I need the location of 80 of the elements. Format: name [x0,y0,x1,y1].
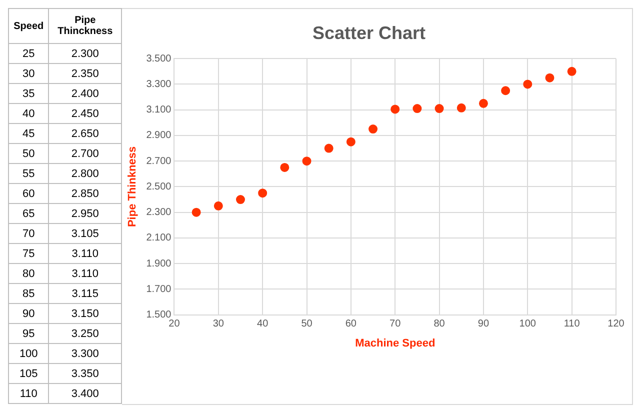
y-tick-label: 2.900 [146,130,172,142]
x-tick-label: 90 [478,318,490,330]
point [324,144,334,153]
x-tick-label: 120 [608,318,625,330]
point [302,156,312,166]
point [214,201,223,210]
y-tick-label: 55 [8,164,49,184]
data-label: 3.105 [48,224,122,244]
y-tick-label: 80 [8,264,49,284]
point [545,73,554,82]
y-axis-title: Speed [8,8,49,44]
data-label: 2.450 [48,104,122,124]
chart-title: Scatter Chart [312,22,426,43]
point [501,86,510,96]
y-tick-label: 3.500 [146,53,172,64]
point [412,104,422,114]
data-label: 3.110 [48,264,122,284]
x-tick-label: 110 [564,318,580,330]
y-tick-label: 2.500 [146,181,172,192]
x-tick-label: 40 [257,318,269,330]
point [434,104,444,114]
data-label: 3.115 [48,284,122,304]
x-tick-label: Pipe Thinckness [48,8,122,44]
point [523,80,532,89]
data-label: 2.850 [48,184,122,204]
data-label: 2.700 [48,144,122,164]
point [258,188,268,198]
y-tick-label: 1.900 [146,258,172,270]
y-tick-label: 105 [8,364,49,384]
x-tick-label: 60 [345,318,357,330]
data-label: 2.800 [48,164,122,184]
x-tick-label: 20 [168,318,180,330]
data-label: 3.300 [48,344,122,364]
x-tick-label: 70 [390,318,402,330]
x-axis-title: Machine Speed [355,337,436,350]
data-label: 2.400 [48,84,122,104]
y-tick-label: 50 [8,144,49,164]
data-label: 3.250 [48,324,122,344]
y-tick-label: 30 [8,64,49,84]
y-tick-label: 65 [8,204,49,224]
y-tick-label: 45 [8,124,49,144]
point [456,103,466,112]
data-label: 3.350 [48,364,122,384]
y-tick-label: 3.300 [146,78,172,90]
point [368,124,378,134]
y-tick-label: 40 [8,104,49,124]
y-tick-label: 3.100 [146,104,172,116]
y-tick-label: 1.700 [146,284,172,295]
y-tick-label: 35 [8,84,49,104]
point [192,208,201,217]
y-tick-label: 100 [8,344,49,364]
x-tick-label: 80 [434,318,446,330]
point [280,162,290,172]
point [346,137,356,146]
y-tick-label: 2.100 [146,232,172,244]
point [236,195,245,204]
data-label: 2.950 [48,204,122,224]
y-tick-label: 110 [8,384,49,404]
y-tick-label: 85 [8,284,49,304]
y-tick-label: 1.500 [146,310,172,321]
data-label: 3.150 [48,304,122,324]
data-label: 2.350 [48,64,122,84]
y-tick-label: 2.700 [146,156,172,167]
data-label: 3.110 [48,244,122,264]
point [478,98,488,108]
y-tick-label: 70 [8,224,49,244]
point [390,104,400,114]
x-tick-label: 100 [519,318,536,330]
point [567,66,576,76]
y-tick-label: 60 [8,184,49,204]
y-tick-label: 75 [8,244,49,264]
y-tick-label: 95 [8,324,49,344]
data-label: 2.650 [48,124,122,144]
data-label: 2.300 [48,44,122,64]
x-tick-label: 30 [212,318,224,330]
x-tick-label: 50 [301,318,313,330]
y-tick-label: 25 [8,44,49,64]
y-tick-label: 2.300 [146,207,172,218]
y-axis-title: Pipe Thinkness [126,146,139,228]
data-label: 3.400 [48,384,122,404]
